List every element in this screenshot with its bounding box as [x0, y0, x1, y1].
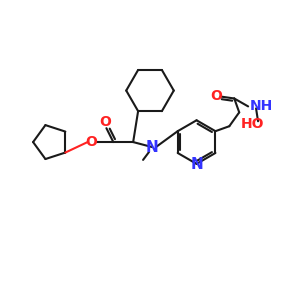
Text: HO: HO — [240, 117, 264, 131]
Text: N: N — [190, 158, 203, 172]
Text: N: N — [146, 140, 158, 154]
Text: O: O — [100, 115, 111, 129]
Text: NH: NH — [250, 99, 273, 113]
Text: O: O — [85, 135, 98, 149]
Text: O: O — [211, 88, 222, 103]
